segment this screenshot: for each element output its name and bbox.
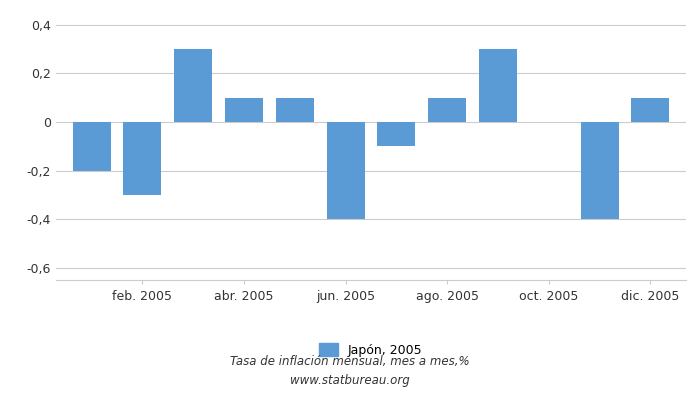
Bar bbox=[276, 98, 314, 122]
Bar bbox=[73, 122, 111, 171]
Legend: Japón, 2005: Japón, 2005 bbox=[319, 344, 423, 357]
Text: Tasa de inflación mensual, mes a mes,%: Tasa de inflación mensual, mes a mes,% bbox=[230, 356, 470, 368]
Bar bbox=[225, 98, 263, 122]
Bar bbox=[580, 122, 619, 219]
Bar bbox=[479, 49, 517, 122]
Text: www.statbureau.org: www.statbureau.org bbox=[290, 374, 410, 387]
Bar bbox=[174, 49, 212, 122]
Bar bbox=[631, 98, 669, 122]
Bar bbox=[326, 122, 365, 219]
Bar bbox=[377, 122, 416, 146]
Bar bbox=[428, 98, 466, 122]
Bar bbox=[123, 122, 162, 195]
